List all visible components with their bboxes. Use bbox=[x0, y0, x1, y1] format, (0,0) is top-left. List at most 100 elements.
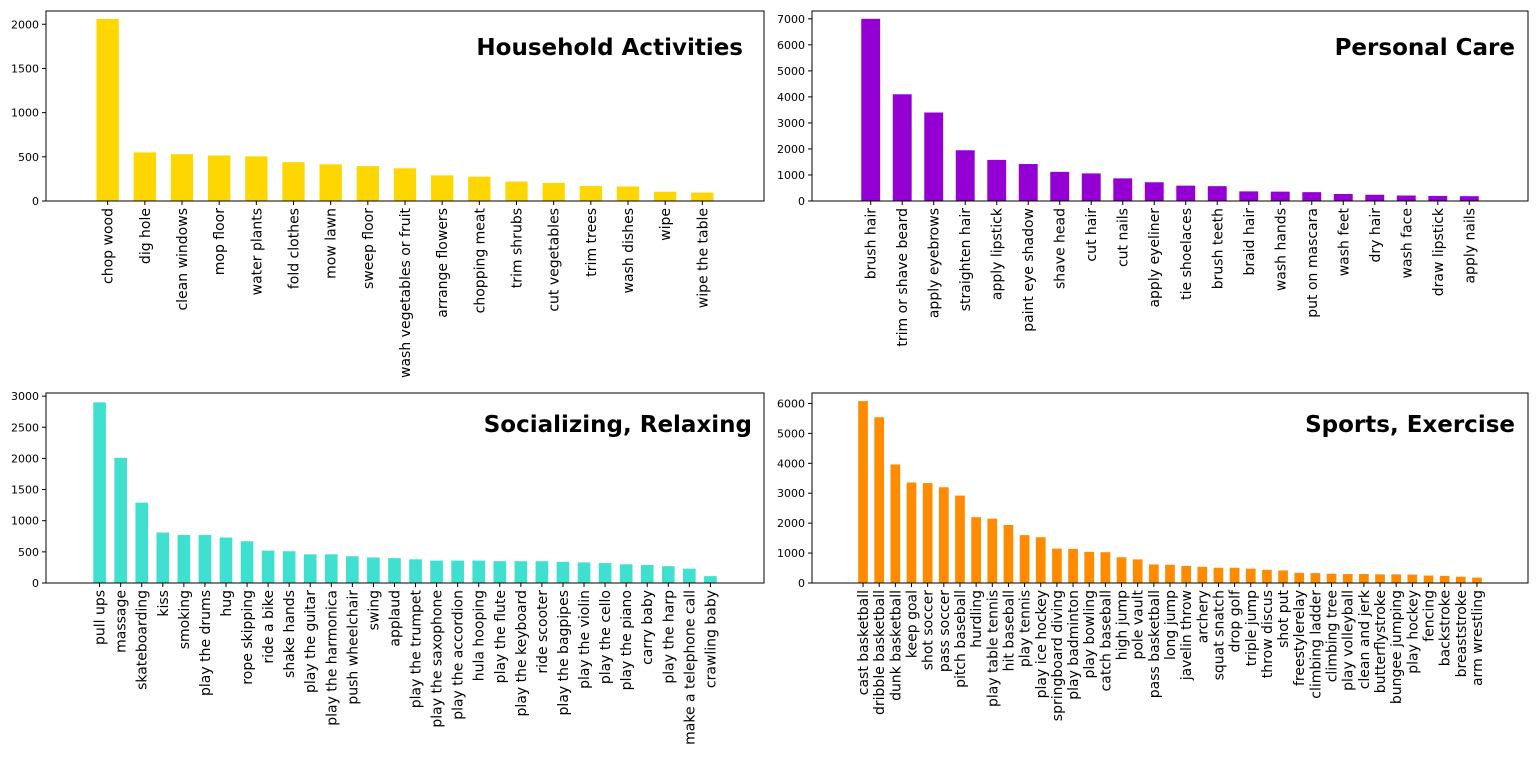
x-tick-label-shake-hands: shake hands bbox=[282, 590, 298, 678]
bar-shake-hands bbox=[282, 551, 296, 583]
chart-panel-personal-care: 0 1000 2000 3000 4000 5000 6000 7000 brush hair t… bbox=[777, 10, 1529, 347]
bar-dunk-basketball bbox=[890, 464, 901, 583]
x-tick-label-play-the-drums: play the drums bbox=[198, 590, 214, 696]
bar-hula-hooping bbox=[472, 560, 486, 583]
x-tick-label-fold-clothes: fold clothes bbox=[286, 208, 302, 289]
bar-play-the-harp bbox=[661, 566, 675, 583]
y-tick-label: 500 bbox=[18, 546, 39, 559]
x-tick-label-cast-basketball: cast basketball bbox=[856, 590, 872, 695]
bar-smoking bbox=[177, 535, 191, 583]
bar-apply-nails bbox=[1459, 196, 1479, 201]
x-tick-label-shot-soccer: shot soccer bbox=[921, 590, 937, 671]
x-tick-label-long-jump: long jump bbox=[1163, 590, 1179, 660]
chart-panel-sports-exercise: 0 1000 2000 3000 4000 5000 6000 cast basketball… bbox=[777, 392, 1529, 721]
x-tick-label-crawling-baby: crawling baby bbox=[703, 590, 719, 688]
x-tick-label-play-bowling: play bowling bbox=[1082, 590, 1098, 679]
bar-play-the-cello bbox=[598, 563, 612, 583]
x-tick-label-ride-a-bike: ride a bike bbox=[261, 590, 277, 664]
bar-breaststroke bbox=[1455, 576, 1466, 583]
x-tick-label-freestylerelay: freestylerelay bbox=[1292, 590, 1308, 686]
bar-clean-windows bbox=[170, 154, 194, 201]
x-tick-label-play-the-guitar: play the guitar bbox=[303, 590, 319, 693]
x-tick-label-kiss: kiss bbox=[156, 590, 172, 617]
x-tick-label-apply-lipstick: apply lipstick bbox=[990, 207, 1006, 300]
x-tick-label-play-the-violin: play the violin bbox=[577, 590, 593, 689]
bar-pitch-baseball bbox=[955, 495, 965, 583]
bar-play-volleyball bbox=[1342, 574, 1353, 583]
bar-long-jump bbox=[1165, 564, 1175, 583]
bar-apply-eyeliner bbox=[1144, 182, 1164, 201]
y-tick-label: 3000 bbox=[11, 390, 39, 403]
x-tick-label-paint-eye-shadow: paint eye shadow bbox=[1021, 208, 1037, 332]
x-tick-label-hit-baseball: hit baseball bbox=[1001, 590, 1017, 671]
bar-trim-trees bbox=[579, 185, 602, 201]
x-tick-label-swing: swing bbox=[366, 590, 382, 630]
bar-arrange-flowers bbox=[431, 175, 454, 201]
bar-dig-hole bbox=[133, 152, 156, 201]
bar-mop-floor bbox=[208, 155, 231, 201]
bar-trim-or-shave-beard bbox=[892, 94, 912, 201]
bar-play-tennis bbox=[1019, 535, 1030, 583]
x-tick-label-wash-vegetables-or-fruit: wash vegetables or fruit bbox=[398, 208, 414, 378]
bar-archery bbox=[1197, 566, 1208, 583]
bar-rope-skipping bbox=[240, 541, 254, 583]
bar-ride-a-bike bbox=[261, 550, 275, 583]
x-tick-label-dry-hair: dry hair bbox=[1368, 208, 1384, 263]
x-tick-label-play-hockey: play hockey bbox=[1405, 590, 1421, 674]
bar-draw-lipstick bbox=[1428, 195, 1448, 201]
bar-fold-clothes bbox=[282, 162, 305, 201]
x-tick-label-massage: massage bbox=[114, 590, 130, 653]
x-tick-label-play-the-bagpipes: play the bagpipes bbox=[556, 590, 572, 715]
x-tick-label-apply-nails: apply nails bbox=[1462, 208, 1478, 284]
bar-cast-basketball bbox=[858, 401, 868, 583]
bar-pole-vault bbox=[1132, 559, 1143, 583]
x-tick-label-push-wheelchair: push wheelchair bbox=[345, 590, 361, 705]
bar-carry-baby bbox=[640, 564, 654, 583]
x-tick-label-apply-eyebrows: apply eyebrows bbox=[927, 208, 943, 318]
x-tick-label-play-tennis: play tennis bbox=[1018, 590, 1034, 667]
x-tick-label-clean-and-jerk: clean and jerk bbox=[1357, 589, 1373, 689]
x-tick-label-mop-floor: mop floor bbox=[212, 208, 228, 275]
x-tick-label-wipe-the-table: wipe the table bbox=[695, 208, 711, 308]
bar-high-jump bbox=[1116, 557, 1127, 583]
bar-crawling-baby bbox=[704, 576, 717, 583]
bar-catch-baseball bbox=[1100, 552, 1111, 583]
x-tick-label-play-the-saxophone: play the saxophone bbox=[430, 590, 446, 728]
bar-sweep-floor bbox=[356, 166, 379, 201]
x-tick-label-carry-baby: carry baby bbox=[640, 590, 656, 665]
x-tick-label-throw-discus: throw discus bbox=[1260, 590, 1276, 678]
y-tick-label: 0 bbox=[798, 577, 805, 590]
x-tick-label-straighten-hair: straighten hair bbox=[958, 208, 974, 312]
bar-chopping-meat bbox=[468, 176, 491, 201]
chart-title: Sports, Exercise bbox=[1305, 412, 1515, 438]
y-tick-label: 5000 bbox=[777, 427, 805, 440]
x-tick-label-archery: archery bbox=[1195, 590, 1211, 643]
bar-backstroke bbox=[1439, 575, 1450, 583]
bar-fencing bbox=[1423, 575, 1434, 583]
bar-put-on-mascara bbox=[1302, 192, 1322, 201]
y-tick-label: 4000 bbox=[777, 91, 805, 104]
y-tick-label: 2000 bbox=[11, 452, 39, 465]
x-tick-label-wash-face: wash face bbox=[1399, 208, 1415, 278]
bar-shave-head bbox=[1050, 171, 1070, 201]
y-tick-label: 2000 bbox=[11, 18, 39, 31]
y-tick-label: 6000 bbox=[777, 39, 805, 52]
x-tick-label-wipe: wipe bbox=[658, 208, 674, 241]
y-tick-label: 3000 bbox=[777, 117, 805, 130]
y-tick-label: 2500 bbox=[11, 421, 39, 434]
bar-play-the-drums bbox=[198, 535, 212, 583]
y-tick-label: 500 bbox=[18, 151, 39, 164]
x-tick-label-shave-head: shave head bbox=[1053, 208, 1069, 289]
y-tick-label: 0 bbox=[32, 195, 39, 208]
y-tick-label: 1500 bbox=[11, 62, 39, 75]
x-tick-label-butterflystroke: butterflystroke bbox=[1373, 590, 1389, 693]
bar-play-badminton bbox=[1068, 548, 1078, 583]
x-tick-label-play-the-piano: play the piano bbox=[619, 590, 635, 690]
bar-climbing-ladder bbox=[1310, 573, 1321, 583]
x-tick-label-pass-soccer: pass soccer bbox=[937, 590, 953, 672]
bar-play-the-piano bbox=[619, 564, 633, 583]
bar-swing bbox=[367, 557, 380, 583]
x-tick-label-dig-hole: dig hole bbox=[138, 208, 154, 264]
bar-play-hockey bbox=[1407, 574, 1418, 583]
